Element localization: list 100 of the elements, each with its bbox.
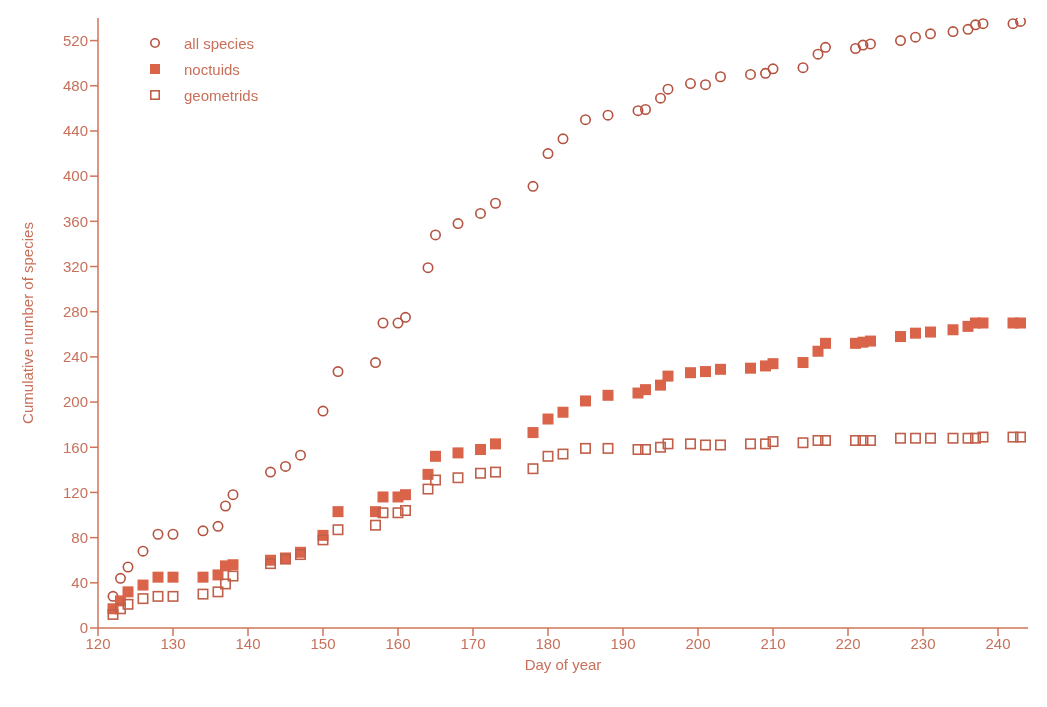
- x-tick-label: 210: [760, 634, 786, 652]
- point: [317, 534, 329, 546]
- point: [662, 370, 674, 382]
- point: [377, 507, 389, 519]
- point: [1015, 317, 1026, 329]
- point: [115, 603, 126, 615]
- point: [797, 357, 809, 369]
- point: [1015, 431, 1026, 443]
- point: [910, 432, 921, 444]
- point: [812, 48, 824, 60]
- point: [332, 524, 344, 536]
- point: [332, 506, 344, 518]
- point: [947, 432, 959, 444]
- point: [317, 405, 329, 417]
- point: [745, 362, 756, 374]
- point: [452, 472, 464, 484]
- point: [820, 41, 831, 53]
- point: [422, 262, 434, 274]
- point: [557, 133, 569, 145]
- point: [662, 438, 674, 450]
- point: [452, 218, 464, 230]
- point: [580, 395, 591, 407]
- point: [527, 180, 539, 192]
- point: [430, 474, 441, 486]
- legend-label: all species: [184, 34, 255, 52]
- point: [715, 363, 726, 375]
- point: [422, 468, 434, 480]
- point: [212, 586, 224, 598]
- x-tick-label: 200: [685, 634, 711, 652]
- point: [122, 598, 134, 610]
- point: [820, 337, 831, 349]
- point: [400, 505, 411, 517]
- point: [167, 528, 179, 540]
- point: [197, 525, 209, 537]
- point: [152, 590, 164, 602]
- point: [857, 434, 869, 446]
- y-tick-label: 520: [62, 31, 88, 49]
- point: [115, 572, 126, 584]
- point: [580, 442, 591, 454]
- point: [685, 367, 696, 379]
- point: [542, 450, 554, 462]
- y-axis-title: Cumulative number of species: [19, 222, 37, 424]
- point: [685, 78, 696, 90]
- point: [970, 432, 981, 444]
- point: [107, 590, 119, 602]
- point: [700, 366, 711, 378]
- point: [760, 438, 771, 450]
- point: [947, 324, 959, 336]
- point: [557, 406, 569, 418]
- point: [865, 434, 876, 446]
- point: [632, 444, 644, 456]
- point: [227, 559, 239, 571]
- y-tick-label: 80: [71, 528, 88, 546]
- point: [557, 448, 569, 460]
- point: [167, 590, 179, 602]
- point: [700, 439, 711, 451]
- point: [767, 436, 779, 448]
- point: [655, 92, 666, 104]
- point: [122, 586, 134, 598]
- point: [812, 345, 824, 357]
- point: [152, 571, 164, 583]
- point: [962, 432, 974, 444]
- point: [797, 437, 809, 449]
- x-tick-label: 220: [835, 634, 861, 652]
- point: [542, 413, 554, 425]
- point: [265, 466, 276, 478]
- point: [475, 207, 486, 219]
- point: [602, 442, 614, 454]
- point: [820, 434, 831, 446]
- point: [527, 463, 539, 475]
- point: [767, 358, 779, 370]
- point: [430, 450, 441, 462]
- point: [767, 63, 779, 75]
- point: [152, 528, 164, 540]
- x-tick-label: 240: [985, 634, 1011, 652]
- point: [1015, 18, 1026, 27]
- point: [895, 432, 906, 444]
- point: [850, 43, 861, 54]
- point: [977, 317, 989, 329]
- point: [490, 438, 501, 450]
- point: [947, 26, 959, 38]
- x-tick-label: 170: [460, 634, 486, 652]
- point: [490, 197, 501, 209]
- point: [370, 519, 381, 531]
- point: [655, 441, 666, 453]
- point: [107, 608, 119, 620]
- point: [745, 68, 756, 80]
- point: [542, 148, 554, 160]
- point: [977, 431, 989, 443]
- y-tick-label: 240: [62, 348, 88, 366]
- x-axis-title: Day of year: [524, 656, 602, 673]
- x-tick-label: 140: [235, 634, 261, 652]
- point: [925, 432, 936, 444]
- point: [850, 434, 861, 446]
- y-tick-label: 360: [62, 212, 88, 230]
- y-tick-label: 480: [62, 77, 88, 95]
- point: [475, 444, 486, 456]
- point: [227, 570, 239, 582]
- point: [895, 331, 906, 343]
- point: [475, 467, 486, 479]
